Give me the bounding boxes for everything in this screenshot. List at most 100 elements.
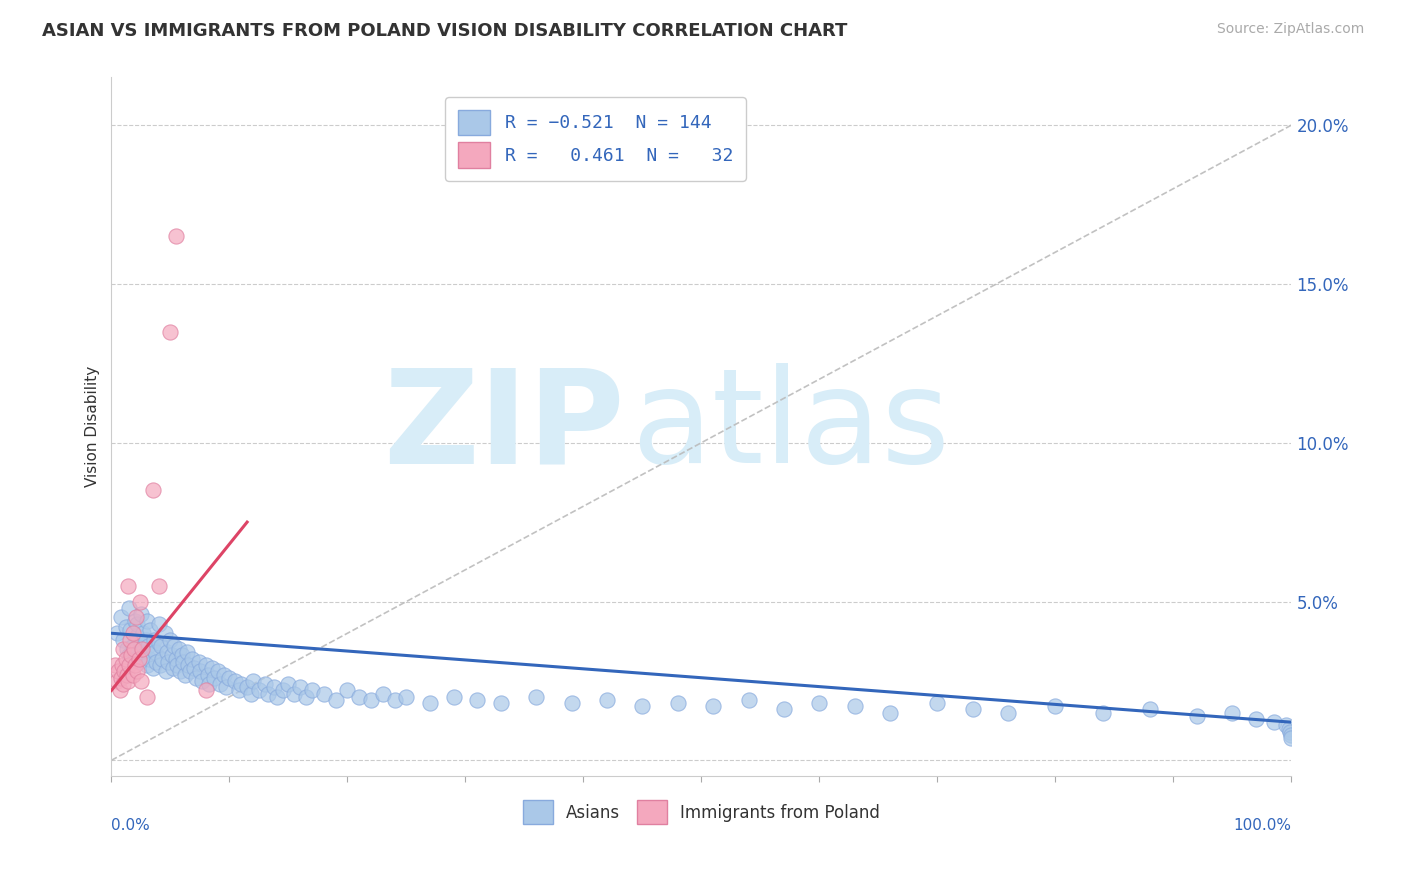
Point bbox=[666, 696, 689, 710]
Point bbox=[121, 626, 143, 640]
Point bbox=[135, 690, 157, 704]
Point bbox=[120, 623, 142, 637]
Point bbox=[295, 690, 318, 704]
Point bbox=[631, 699, 654, 714]
Point bbox=[156, 645, 179, 659]
Point bbox=[183, 661, 205, 675]
Point bbox=[165, 651, 187, 665]
Point bbox=[197, 667, 219, 681]
Point bbox=[360, 693, 382, 707]
Point bbox=[153, 626, 176, 640]
Point bbox=[124, 614, 146, 628]
Text: 0.0%: 0.0% bbox=[111, 818, 150, 833]
Point bbox=[105, 673, 128, 688]
Text: Source: ZipAtlas.com: Source: ZipAtlas.com bbox=[1216, 22, 1364, 37]
Point bbox=[134, 648, 156, 663]
Point bbox=[110, 610, 132, 624]
Point bbox=[419, 696, 441, 710]
Point bbox=[111, 658, 134, 673]
Point bbox=[228, 683, 250, 698]
Point bbox=[157, 655, 180, 669]
Point bbox=[142, 661, 165, 675]
Point bbox=[194, 658, 217, 673]
Point bbox=[208, 677, 231, 691]
Point bbox=[150, 651, 173, 665]
Point bbox=[187, 655, 209, 669]
Text: 100.0%: 100.0% bbox=[1233, 818, 1292, 833]
Point bbox=[127, 616, 149, 631]
Point bbox=[129, 673, 152, 688]
Point bbox=[118, 600, 141, 615]
Point bbox=[263, 680, 285, 694]
Point bbox=[239, 687, 262, 701]
Point bbox=[110, 671, 132, 685]
Point bbox=[283, 687, 305, 701]
Point bbox=[135, 614, 157, 628]
Point bbox=[122, 642, 145, 657]
Point bbox=[149, 658, 172, 673]
Point bbox=[128, 655, 150, 669]
Point bbox=[312, 687, 335, 701]
Point bbox=[112, 632, 135, 647]
Point bbox=[231, 677, 253, 691]
Point bbox=[132, 626, 155, 640]
Point bbox=[198, 677, 221, 691]
Point bbox=[1274, 718, 1296, 732]
Point bbox=[104, 658, 127, 673]
Point bbox=[121, 667, 143, 681]
Point bbox=[1279, 724, 1302, 739]
Point bbox=[166, 658, 188, 673]
Point bbox=[201, 661, 224, 675]
Point bbox=[169, 665, 191, 679]
Point bbox=[1091, 706, 1114, 720]
Point bbox=[997, 706, 1019, 720]
Point bbox=[105, 626, 128, 640]
Point bbox=[927, 696, 949, 710]
Point bbox=[202, 671, 225, 685]
Point bbox=[347, 690, 370, 704]
Point bbox=[179, 665, 201, 679]
Point bbox=[177, 658, 200, 673]
Point bbox=[236, 680, 259, 694]
Point bbox=[112, 677, 135, 691]
Point bbox=[129, 636, 152, 650]
Point bbox=[301, 683, 323, 698]
Point bbox=[290, 680, 312, 694]
Point bbox=[145, 655, 167, 669]
Point bbox=[1222, 706, 1244, 720]
Point bbox=[247, 683, 270, 698]
Point bbox=[524, 690, 547, 704]
Point bbox=[162, 661, 184, 675]
Point bbox=[127, 665, 149, 679]
Point bbox=[371, 687, 394, 701]
Point bbox=[117, 673, 139, 688]
Point bbox=[118, 658, 141, 673]
Point bbox=[172, 648, 194, 663]
Point bbox=[112, 665, 135, 679]
Point bbox=[1244, 712, 1267, 726]
Point bbox=[165, 229, 187, 244]
Point bbox=[962, 702, 984, 716]
Point bbox=[596, 693, 619, 707]
Text: ASIAN VS IMMIGRANTS FROM POLAND VISION DISABILITY CORRELATION CHART: ASIAN VS IMMIGRANTS FROM POLAND VISION D… bbox=[42, 22, 848, 40]
Point bbox=[277, 677, 299, 691]
Point bbox=[129, 607, 152, 622]
Point bbox=[1278, 722, 1301, 736]
Point bbox=[773, 702, 796, 716]
Point bbox=[224, 673, 246, 688]
Point bbox=[149, 639, 172, 653]
Point bbox=[207, 665, 229, 679]
Point bbox=[1139, 702, 1161, 716]
Point bbox=[148, 616, 170, 631]
Point bbox=[395, 690, 418, 704]
Point bbox=[194, 683, 217, 698]
Point bbox=[142, 632, 165, 647]
Point bbox=[114, 620, 136, 634]
Point bbox=[107, 665, 129, 679]
Point bbox=[125, 610, 148, 624]
Point bbox=[253, 677, 276, 691]
Point bbox=[121, 639, 143, 653]
Point bbox=[148, 636, 170, 650]
Point bbox=[128, 651, 150, 665]
Point bbox=[117, 579, 139, 593]
